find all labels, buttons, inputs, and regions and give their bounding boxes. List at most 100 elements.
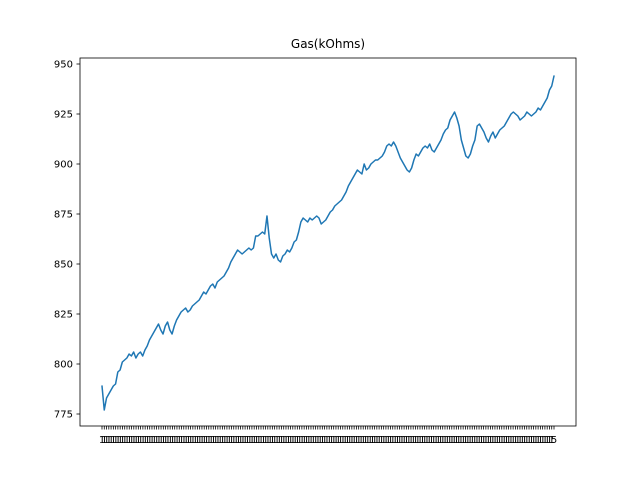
- x-tick-label: 1: [192, 435, 198, 446]
- x-tick-label: 1: [210, 435, 216, 446]
- x-tick-label: 1: [112, 435, 118, 446]
- x-tick-label: 1: [453, 435, 459, 446]
- y-tick-label: 850: [54, 260, 73, 271]
- x-tick-label: 1: [521, 435, 527, 446]
- x-tick-label: 1: [196, 435, 202, 446]
- x-tick-label: 1: [385, 435, 391, 446]
- x-tick-label: 1: [142, 435, 148, 446]
- x-tick-label: 1: [390, 435, 396, 446]
- x-tick-label: 1: [503, 435, 509, 446]
- y-tick-label: 900: [54, 160, 73, 171]
- x-tick-label: 1: [465, 435, 471, 446]
- x-tick-label: 1: [212, 435, 218, 446]
- x-tick-label: 5: [551, 435, 557, 446]
- x-tick-label: 1: [519, 435, 525, 446]
- x-tick-label: 1: [526, 435, 532, 446]
- x-tick-label: 1: [446, 435, 452, 446]
- x-tick-label: 1: [178, 435, 184, 446]
- x-tick-label: 1: [181, 435, 187, 446]
- x-tick-label: 1: [321, 435, 327, 446]
- y-tick-label: 925: [54, 110, 73, 121]
- x-tick-label: 1: [324, 435, 330, 446]
- x-tick-label: 1: [217, 435, 223, 446]
- x-tick-label: 1: [131, 435, 137, 446]
- x-tick-label: 1: [458, 435, 464, 446]
- y-axis-ticks: 775 800 825 850 875 900 925 950: [54, 60, 80, 421]
- x-tick-label: 1: [467, 435, 473, 446]
- x-axis-ticks: 1111111111111111111111111111111111111111…: [99, 426, 557, 446]
- x-tick-label: 1: [140, 435, 146, 446]
- x-tick-label: 1: [201, 435, 207, 446]
- x-tick-label: 1: [269, 435, 275, 446]
- x-tick-label: 1: [455, 435, 461, 446]
- x-tick-label: 1: [221, 435, 227, 446]
- x-tick-label: 1: [483, 435, 489, 446]
- x-tick-label: 1: [367, 435, 373, 446]
- x-tick-label: 1: [494, 435, 500, 446]
- x-tick-label: 1: [203, 435, 209, 446]
- x-tick-label: 1: [544, 435, 550, 446]
- x-tick-label: 1: [308, 435, 314, 446]
- x-tick-label: 1: [376, 435, 382, 446]
- x-tick-label: 1: [246, 435, 252, 446]
- x-tick-label: 1: [512, 435, 518, 446]
- x-tick-label: 1: [496, 435, 502, 446]
- x-tick-label: 1: [342, 435, 348, 446]
- x-tick-label: 1: [137, 435, 143, 446]
- x-tick-label: 1: [537, 435, 543, 446]
- x-tick-label: 1: [492, 435, 498, 446]
- x-tick-label: 1: [451, 435, 457, 446]
- x-tick-label: 1: [394, 435, 400, 446]
- x-tick-label: 1: [437, 435, 443, 446]
- x-tick-label: 1: [346, 435, 352, 446]
- x-tick-label: 1: [165, 435, 171, 446]
- x-tick-label: 1: [176, 435, 182, 446]
- x-tick-label: 1: [328, 435, 334, 446]
- x-tick-label: 1: [424, 435, 430, 446]
- x-tick-label: 1: [224, 435, 230, 446]
- x-tick-label: 1: [253, 435, 259, 446]
- x-tick-label: 1: [122, 435, 128, 446]
- x-tick-label: 1: [103, 435, 109, 446]
- x-tick-label: 1: [333, 435, 339, 446]
- x-tick-label: 1: [115, 435, 121, 446]
- x-tick-label: 1: [160, 435, 166, 446]
- x-tick-label: 1: [240, 435, 246, 446]
- x-tick-label: 1: [539, 435, 545, 446]
- x-tick-label: 1: [235, 435, 241, 446]
- x-tick-label: 1: [294, 435, 300, 446]
- x-tick-label: 1: [337, 435, 343, 446]
- x-tick-label: 1: [412, 435, 418, 446]
- x-tick-label: 1: [265, 435, 271, 446]
- x-tick-label: 1: [147, 435, 153, 446]
- x-tick-label: 1: [117, 435, 123, 446]
- x-tick-label: 1: [460, 435, 466, 446]
- x-tick-label: 1: [244, 435, 250, 446]
- x-tick-label: 1: [485, 435, 491, 446]
- x-tick-label: 1: [276, 435, 282, 446]
- x-tick-label: 1: [433, 435, 439, 446]
- x-tick-label: 1: [462, 435, 468, 446]
- x-tick-label: 1: [185, 435, 191, 446]
- x-tick-label: 1: [135, 435, 141, 446]
- x-tick-label: 1: [199, 435, 205, 446]
- x-tick-label: 1: [310, 435, 316, 446]
- x-tick-label: 1: [533, 435, 539, 446]
- x-tick-label: 1: [133, 435, 139, 446]
- x-tick-label: 1: [167, 435, 173, 446]
- x-tick-label: 1: [419, 435, 425, 446]
- x-tick-label: 1: [410, 435, 416, 446]
- x-tick-label: 1: [435, 435, 441, 446]
- x-tick-label: 1: [226, 435, 232, 446]
- x-tick-label: 1: [326, 435, 332, 446]
- x-tick-label: 1: [149, 435, 155, 446]
- x-tick-label: 1: [206, 435, 212, 446]
- x-tick-label: 1: [358, 435, 364, 446]
- x-tick-label: 1: [530, 435, 536, 446]
- x-tick-label: 1: [219, 435, 225, 446]
- x-tick-label: 1: [262, 435, 268, 446]
- x-tick-label: 1: [106, 435, 112, 446]
- x-tick-label: 1: [285, 435, 291, 446]
- x-tick-label: 1: [315, 435, 321, 446]
